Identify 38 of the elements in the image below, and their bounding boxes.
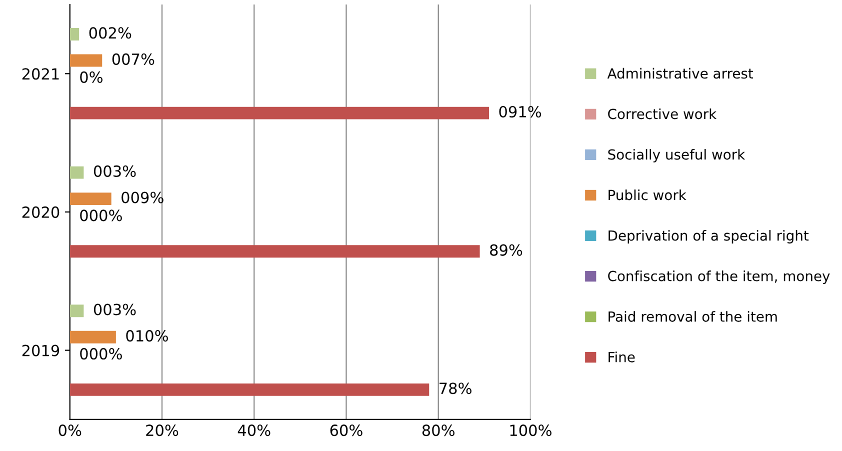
x-tick-label: 80% [422,424,454,436]
legend-label: Deprivation of a special right [608,230,809,244]
legend-label: Confiscation of the item, money [608,270,830,284]
legend-label: Administrative arrest [607,68,754,79]
data-label: 091% [499,106,542,118]
x-tick-label: 40% [238,424,270,436]
data-label: 003% [94,165,136,177]
x-tick-label: 20% [146,424,178,436]
bar [70,54,102,67]
legend-label: Fine [608,352,635,362]
bar [70,28,80,40]
data-label: 010% [126,330,168,342]
legend-label: Corrective work [608,108,717,120]
data-label: 000% [80,348,122,360]
bar [70,330,116,344]
bar [70,383,430,396]
legend-label: Paid removal of the item [608,311,777,322]
y-tick-label: 2021 [22,68,59,80]
data-label: 002% [89,27,132,39]
x-tick-label: 100% [510,424,552,436]
data-label: 000% [80,210,122,222]
x-tick-label: 60% [330,424,362,436]
x-tick-label: 0% [58,424,82,436]
legend-label: Public work [608,189,686,200]
data-label: 003% [94,304,136,316]
data-label: 007% [112,53,154,65]
y-tick-label: 2020 [22,206,60,218]
bar [70,166,84,179]
bar [70,106,490,120]
y-tick-label: 2019 [22,344,60,356]
bar [70,192,112,206]
data-label: 89% [490,244,522,256]
data-label: 009% [122,192,164,204]
bar [70,304,84,318]
bar [70,245,480,258]
legend-label: Socially useful work [608,148,746,162]
data-label: 78% [440,382,472,394]
data-label: 0% [80,71,102,83]
